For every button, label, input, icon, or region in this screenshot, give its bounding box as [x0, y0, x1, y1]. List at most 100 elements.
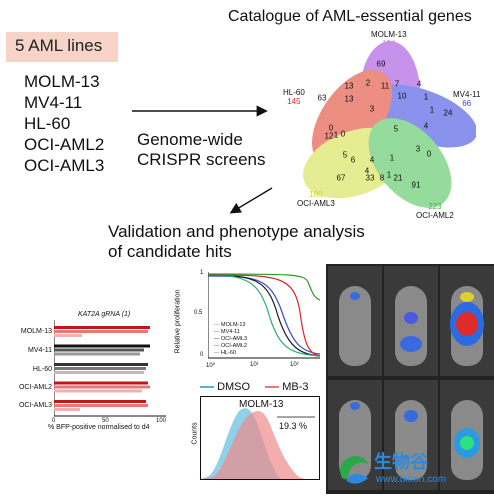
venn-region-count: 1: [429, 105, 435, 115]
curve-legend-molm13-label: MOLM-13: [221, 322, 246, 328]
venn-region-count: 0: [426, 149, 432, 159]
curve-legend-hl60-label: HL-60: [221, 350, 237, 356]
venn-region-count: 10: [397, 91, 407, 101]
venn-region-count: 1: [423, 92, 429, 102]
venn-count-ociaml3: 180: [309, 190, 323, 199]
bar-group-label-molm13: MOLM-13: [20, 328, 52, 335]
line-ociaml3: OCI-AML3: [24, 156, 105, 175]
mb3-label: MB-3: [282, 381, 309, 393]
line-molm13: MOLM-13: [24, 72, 100, 91]
validation-line1: Validation and phenotype analysis: [108, 222, 365, 241]
bar-group-label-mv411: MV4-11: [28, 347, 52, 354]
venn-region-count: 5: [393, 124, 399, 134]
curve-legend-molm13: — MOLM-13: [214, 322, 246, 328]
venn-region-count: 13: [344, 81, 354, 91]
bar-chart-xlabel: % BFP-positive normalised to d4: [48, 424, 150, 431]
venn-region-count: 4: [364, 166, 370, 176]
venn-label-ociaml3: 180 OCI-AML3: [297, 190, 335, 208]
aml-lines-badge-text: 5 AML lines: [15, 36, 103, 55]
line-hl60: HL-60: [24, 114, 71, 133]
venn-region-count: 4: [416, 79, 422, 89]
aml-lines-badge: 5 AML lines: [6, 32, 118, 62]
mouse-imaging-panel: [326, 264, 494, 494]
venn-region-count: 0: [340, 129, 346, 139]
screen-label: Genome-wide CRISPR screens: [137, 130, 265, 170]
curve-hl60: [208, 273, 321, 301]
venn-region-count: 6: [350, 155, 356, 165]
bar: [54, 400, 146, 403]
venn-region-count: 1: [386, 170, 392, 180]
histogram-mb3: [201, 411, 305, 479]
arrow-down-left: [229, 187, 273, 214]
bar: [54, 385, 150, 389]
screen-label-line1: Genome-wide: [137, 130, 243, 149]
venn-region-count: 1: [333, 130, 339, 140]
bar: [54, 408, 80, 411]
venn-region-count: 2: [365, 78, 371, 88]
mouse-image-2: [384, 266, 438, 376]
catalog-title: Catalogue of AML-essential genes: [228, 8, 472, 25]
venn-region-count: 12: [324, 131, 334, 141]
curve-mv411: [208, 274, 321, 357]
bar: [54, 367, 146, 370]
histogram-label: MOLM-13: [239, 399, 284, 410]
watermark-url: www.bioon.com: [376, 474, 447, 485]
curve-ylabel: Relative proliferation: [174, 289, 182, 354]
curve-legend: — MOLM-13 — MV4-11 — OCI-AML3 — OCI-AML2…: [214, 322, 247, 357]
flow-histogram: MOLM-13 19.3 %: [200, 396, 320, 480]
venn-region-count: 11: [380, 81, 390, 91]
bar: [54, 330, 148, 333]
bar: [54, 363, 148, 366]
validation-line2: of candidate hits: [108, 242, 232, 261]
curve-legend-ociaml3: — OCI-AML3: [214, 336, 248, 342]
curve-legend-ociaml2: — OCI-AML2: [214, 343, 248, 349]
curve-legend-mv411: — MV4-11: [214, 329, 240, 335]
venn-region-count: 69: [376, 59, 386, 69]
bar: [54, 348, 144, 352]
dmso-label: DMSO: [217, 381, 251, 393]
venn-count-mv411: 66: [462, 99, 472, 108]
venn-region-count: 8: [379, 173, 385, 183]
venn-region-count: 24: [443, 108, 453, 118]
venn-count-molm13: 154: [382, 39, 396, 48]
curve-xtick-10: 10¹: [250, 362, 259, 368]
bar: [54, 352, 140, 356]
venn-label-molm13: MOLM-13 154: [371, 30, 407, 48]
venn-label-hl60: HL-60 145: [283, 88, 305, 106]
mouse-image-5: [384, 380, 438, 490]
watermark-logo: 生物谷 www.bioon.com: [336, 448, 494, 492]
venn-region-count: 0: [328, 123, 334, 133]
curve-ytick-05: 0.5: [194, 310, 203, 316]
venn-name-ociaml2: OCI-AML2: [416, 211, 454, 220]
venn-region-count: 4: [423, 121, 429, 131]
venn-region-count: 7: [394, 79, 400, 89]
venn-region-count: 3: [415, 144, 421, 154]
curve-plot: [208, 272, 321, 359]
bar-tick-50: 50: [102, 418, 109, 424]
curve-legend-ociaml2-label: OCI-AML2: [221, 343, 248, 349]
venn-count-hl60: 145: [287, 97, 301, 106]
mouse-image-1: [328, 266, 382, 376]
histogram-plot: [201, 408, 315, 479]
venn-region-count: 67: [336, 173, 346, 183]
curve-ociaml3: [208, 274, 321, 357]
venn-name-ociaml3: OCI-AML3: [297, 199, 335, 208]
bar-chart-plot: [54, 320, 166, 417]
curve-legend-hl60: — HL-60: [214, 350, 237, 356]
bar: [54, 371, 144, 374]
venn-region-count: 13: [344, 94, 354, 104]
watermark-icon: [340, 456, 368, 484]
bar-chart: MOLM-13 MV4-11 HL-60 OCI-AML2 OCI-AML3 0…: [8, 320, 168, 424]
curve-ytick-1: 1: [200, 270, 204, 276]
venn-name-molm13: MOLM-13: [371, 30, 407, 39]
bar: [54, 381, 148, 385]
venn-region-count: 3: [369, 104, 375, 114]
curve-legend-mv411-label: MV4-11: [221, 329, 240, 335]
venn-set-ociaml2: [368, 118, 452, 208]
screen-label-line2: CRISPR screens: [137, 150, 266, 169]
bar-tick-0: 0: [52, 418, 56, 424]
venn-region-count: 91: [411, 180, 421, 190]
venn-label-ociaml2: 223 OCI-AML2: [416, 202, 454, 220]
bar-group-label-ociaml3: OCI-AML3: [18, 402, 52, 409]
